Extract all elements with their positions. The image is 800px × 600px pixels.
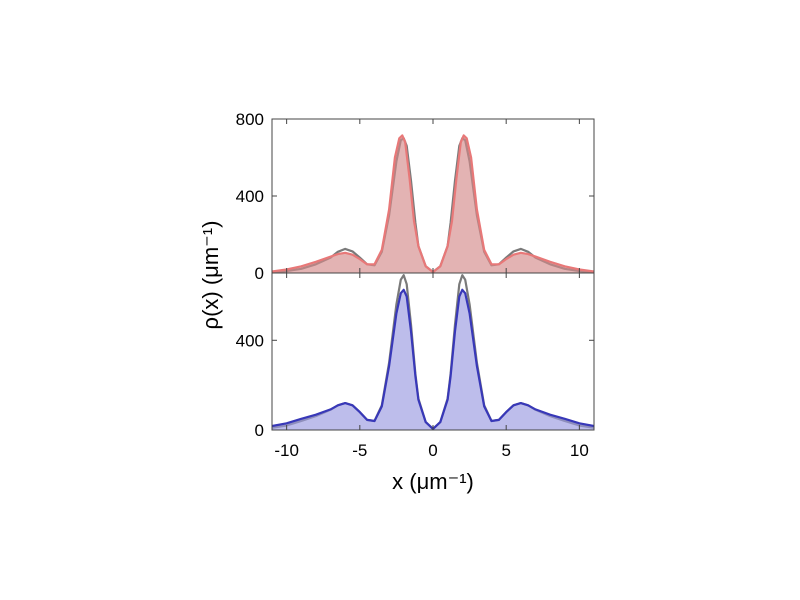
plot-frame-top [271,118,595,274]
x-tick-label: -10 [274,441,299,460]
y-tick-label-top: 400 [236,187,264,206]
y-tick-label-bottom: 400 [236,331,264,350]
panel-bottom: 0 400 [236,272,595,440]
y-tick-label-top: 800 [236,110,264,129]
x-tick-label: -5 [352,441,367,460]
y-tick-label-bottom: 0 [255,421,264,440]
x-tick-label: 10 [570,441,589,460]
x-tick-label: 0 [428,441,437,460]
x-axis-tick-labels: -10 -5 0 5 10 [274,441,588,460]
series-line-top-1 [272,134,594,273]
plot-frame-bottom [271,272,595,431]
x-tick-label: 5 [501,441,510,460]
series-line-top-0 [272,137,594,273]
y-axis-title: ρ(x) (μm⁻¹) [198,221,223,330]
x-axis-title: x (μm⁻¹) [392,469,474,494]
panel-top: 0 400 800 [236,110,595,283]
series-line-bottom-1 [272,288,594,430]
area-bottom-1 [272,289,594,430]
y-tick-label-top: 0 [255,264,264,283]
series-line-bottom-0 [272,274,594,430]
area-top-1 [272,135,594,273]
